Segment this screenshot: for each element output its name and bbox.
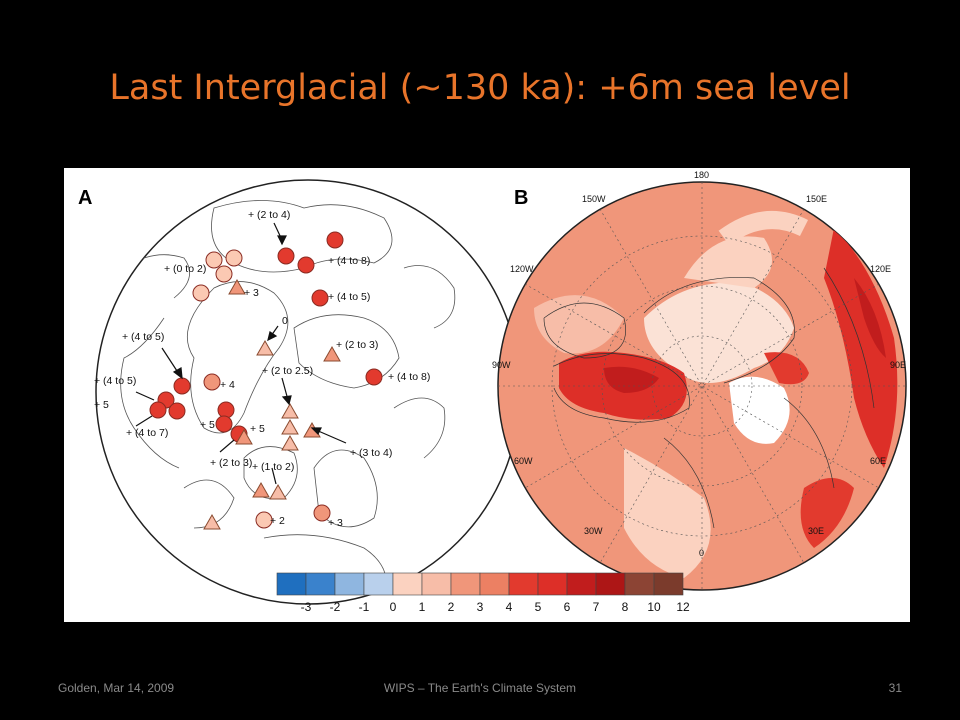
colorbar-tick-label: 3 [477, 600, 484, 614]
panel-b-graticule [498, 182, 906, 590]
panel-a-triangle-markers [203, 278, 341, 530]
colorbar-tick-label: 6 [564, 600, 571, 614]
svg-text:+ (2 to 4): + (2 to 4) [248, 209, 290, 221]
colorbar-swatch [566, 572, 597, 596]
svg-text:+ (1 to 2): + (1 to 2) [252, 461, 294, 473]
colorbar-swatch [305, 572, 336, 596]
svg-text:+ 5: + 5 [200, 419, 215, 431]
svg-text:120E: 120E [870, 264, 891, 274]
svg-text:+ 4: + 4 [220, 379, 235, 391]
colorbar-tick-label: 5 [535, 600, 542, 614]
panel-b-contours [543, 267, 875, 529]
panel-a-map-circle [95, 179, 521, 605]
colorbar-swatch [653, 572, 684, 596]
svg-text:+ (3 to 4): + (3 to 4) [350, 447, 392, 459]
figure-svg: A [78, 170, 907, 614]
panel-b-longitude-labels: 180 150W 150E 120W 120E 90W 90E 60W 60E … [492, 170, 906, 558]
colorbar-swatch [334, 572, 365, 596]
svg-text:+ (4 to 8): + (4 to 8) [388, 371, 430, 383]
colorbar-tick-label: 7 [593, 600, 600, 614]
panel-a-annotations: + (2 to 4) + (4 to 8) + (0 to 2) + 3 + (… [94, 209, 430, 529]
colorbar-tick-label: 4 [506, 600, 513, 614]
figure-panel: A [64, 168, 910, 622]
svg-text:+ 5: + 5 [94, 399, 109, 411]
colorbar-swatch [508, 572, 539, 596]
svg-text:+ (4 to 7): + (4 to 7) [126, 427, 168, 439]
colorbar-tick-label: 1 [419, 600, 426, 614]
svg-text:+ (2 to 3): + (2 to 3) [210, 457, 252, 469]
svg-text:+ 3: + 3 [328, 517, 343, 529]
colorbar-swatch [624, 572, 655, 596]
svg-text:+ (4 to 5): + (4 to 5) [122, 331, 164, 343]
slide-title: Last Interglacial (~130 ka): +6m sea lev… [109, 68, 851, 108]
panel-a-arrows [135, 222, 347, 485]
svg-text:150W: 150W [582, 194, 606, 204]
panel-a-site-markers [149, 231, 383, 529]
svg-text:+ 5: + 5 [250, 423, 265, 435]
svg-text:+ (4 to 5): + (4 to 5) [328, 291, 370, 303]
colorbar-tick-label: -2 [330, 600, 341, 614]
colorbar-tick-label: 2 [448, 600, 455, 614]
svg-text:60E: 60E [870, 456, 886, 466]
svg-text:30E: 30E [808, 526, 824, 536]
svg-text:+ (2 to 2.5): + (2 to 2.5) [262, 365, 313, 377]
svg-text:30W: 30W [584, 526, 603, 536]
colorbar-swatch [479, 572, 510, 596]
colorbar-swatch [450, 572, 481, 596]
panel-b-label: B [514, 187, 528, 209]
svg-text:90E: 90E [890, 360, 906, 370]
footer-course: WIPS – The Earth's Climate System [383, 681, 577, 695]
svg-text:150E: 150E [806, 194, 827, 204]
colorbar-tick-label: -3 [301, 600, 312, 614]
footer-page-number: 31 [888, 681, 902, 695]
svg-text:+ (0 to 2): + (0 to 2) [164, 263, 206, 275]
svg-text:0: 0 [699, 548, 704, 558]
colorbar: -3 -2 -1 0 1 2 3 4 5 6 7 8 10 12 [276, 572, 690, 614]
panel-a-coastlines [120, 200, 456, 599]
colorbar-tick-label: 12 [676, 600, 690, 614]
svg-text:60W: 60W [514, 456, 533, 466]
footer-date: Golden, Mar 14, 2009 [58, 681, 175, 695]
panel-a-label: A [78, 187, 92, 209]
svg-text:+ (2 to 3): + (2 to 3) [336, 339, 378, 351]
colorbar-swatch [276, 572, 307, 596]
svg-text:0: 0 [282, 315, 288, 327]
colorbar-swatch [421, 572, 452, 596]
svg-text:+ (4 to 5): + (4 to 5) [94, 375, 136, 387]
svg-text:+ 2: + 2 [270, 515, 285, 527]
svg-text:+ (4 to 8): + (4 to 8) [328, 255, 370, 267]
panel-b-temperature-field [534, 211, 898, 578]
colorbar-swatch [537, 572, 568, 596]
colorbar-tick-label: 10 [647, 600, 661, 614]
svg-text:120W: 120W [510, 264, 534, 274]
colorbar-swatch [363, 572, 394, 596]
svg-text:90W: 90W [492, 360, 511, 370]
svg-text:180: 180 [694, 170, 709, 180]
svg-text:+ 3: + 3 [244, 287, 259, 299]
colorbar-swatch [392, 572, 423, 596]
colorbar-tick-label: -1 [359, 600, 370, 614]
colorbar-tick-label: 8 [622, 600, 629, 614]
colorbar-tick-label: 0 [390, 600, 397, 614]
colorbar-swatch [595, 572, 626, 596]
